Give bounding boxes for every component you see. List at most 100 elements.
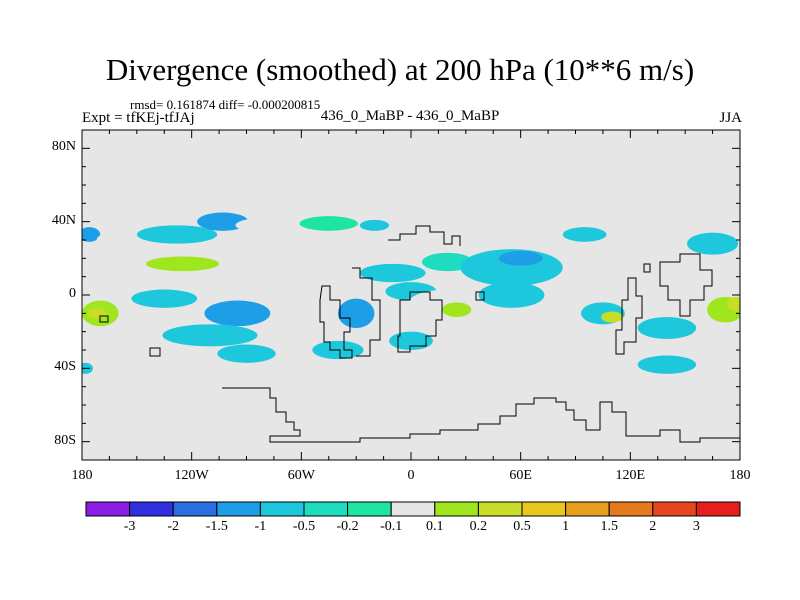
colorbar-swatch bbox=[129, 501, 174, 517]
contour-blob-12 bbox=[421, 252, 474, 272]
contour-blob-7 bbox=[83, 252, 136, 272]
y-tick-label: 80S bbox=[54, 432, 76, 448]
y-tick-label: 80N bbox=[51, 139, 76, 155]
colorbar-label: 0.5 bbox=[513, 519, 531, 534]
colorbar-swatch bbox=[434, 501, 479, 517]
contour-blob-15 bbox=[560, 247, 598, 262]
colorbar-swatch bbox=[347, 501, 392, 517]
contour-blob-19 bbox=[721, 252, 740, 272]
x-tick-label: 60W bbox=[287, 468, 315, 483]
colorbar-label: 2 bbox=[649, 519, 657, 534]
contour-blob-27 bbox=[337, 298, 375, 329]
americas-coastline bbox=[319, 285, 353, 359]
y-tick-label: 40S bbox=[54, 359, 76, 375]
x-tick-label: 0 bbox=[407, 468, 415, 483]
stats-label: rmsd= 0.161874 diff= -0.000200815 bbox=[130, 97, 321, 112]
contour-blob-0 bbox=[82, 227, 101, 242]
colorbar-label: -0.1 bbox=[380, 519, 403, 534]
australia-coastline bbox=[659, 253, 713, 317]
contour-blob-10 bbox=[310, 262, 348, 277]
season-label: JJA bbox=[719, 110, 742, 126]
contour-blob-11 bbox=[359, 263, 426, 283]
contour-blob-35 bbox=[601, 311, 624, 323]
colorbar-swatch bbox=[216, 501, 261, 517]
contour-blob-37 bbox=[637, 317, 697, 339]
colorbar-swatch bbox=[303, 501, 349, 517]
colorbar-swatch bbox=[390, 501, 436, 517]
colorbar-swatch bbox=[85, 501, 131, 517]
contour-blob-32 bbox=[476, 322, 565, 349]
y-tick-label: 40N bbox=[51, 212, 76, 228]
south-america-coastline bbox=[352, 267, 381, 357]
colorbar-swatch bbox=[172, 501, 218, 517]
europe-coastline bbox=[388, 225, 461, 246]
africa-coastline bbox=[397, 291, 443, 353]
colorbar-label: -1.5 bbox=[205, 519, 228, 534]
contour-blob-9 bbox=[226, 249, 285, 268]
contour-blob-2 bbox=[136, 225, 218, 244]
contour-blob-23 bbox=[125, 307, 185, 327]
contour-blob-22 bbox=[131, 289, 198, 308]
colorbar-label: -0.5 bbox=[292, 519, 316, 534]
colorbar-swatch bbox=[652, 501, 697, 517]
colorbar-swatch bbox=[477, 501, 523, 517]
x-tick-label: 120W bbox=[174, 468, 209, 483]
contour-blob-16 bbox=[562, 227, 607, 242]
antarctica-coastline bbox=[222, 387, 740, 443]
contour-blob-3 bbox=[197, 212, 249, 231]
colorbar-swatch bbox=[695, 501, 741, 517]
contour-blob-25 bbox=[162, 324, 258, 347]
x-tick-label: 120E bbox=[615, 468, 646, 483]
colorbar-swatch bbox=[259, 501, 305, 517]
colorbar-label: 1.5 bbox=[600, 519, 618, 534]
colorbar-label: -0.2 bbox=[336, 519, 359, 534]
contour-blob-36 bbox=[637, 293, 697, 316]
colorbar-swatch bbox=[608, 501, 654, 517]
map-title: Divergence (smoothed) at 200 hPa (10**6 … bbox=[105, 52, 695, 87]
contour-blob-26 bbox=[279, 285, 324, 305]
contour-blob-40 bbox=[89, 340, 148, 360]
island-coastline bbox=[475, 291, 485, 301]
colorbar-swatch bbox=[565, 501, 610, 517]
contour-fill-layer bbox=[82, 212, 740, 374]
contour-blob-21 bbox=[87, 307, 106, 319]
case-label: 436_0_MaBP - 436_0_MaBP bbox=[320, 108, 500, 124]
x-tick-label: 180 bbox=[729, 468, 751, 483]
island-coastline bbox=[149, 347, 161, 357]
contour-blob-14 bbox=[498, 251, 543, 266]
contour-blob-24 bbox=[204, 300, 271, 327]
colorbar-label: -2 bbox=[167, 519, 180, 534]
tick-marks bbox=[81, 130, 741, 460]
colorbar-label: 0.2 bbox=[469, 519, 488, 534]
contour-blob-46 bbox=[485, 355, 538, 374]
island-coastline bbox=[643, 263, 651, 273]
contour-blob-5 bbox=[299, 216, 358, 231]
x-tick-label: 60E bbox=[509, 468, 532, 483]
x-tick-label: 180 bbox=[71, 468, 93, 483]
contour-blob-4 bbox=[235, 218, 295, 233]
colorbar-label: 1 bbox=[562, 519, 570, 534]
y-tick-label: 0 bbox=[69, 286, 76, 301]
contour-blob-8 bbox=[145, 256, 220, 272]
colorbar-swatch bbox=[521, 501, 567, 517]
contour-blob-47 bbox=[637, 355, 697, 374]
contour-blob-30 bbox=[442, 302, 472, 317]
contour-blob-45 bbox=[421, 344, 474, 363]
colorbar-label: 3 bbox=[692, 519, 700, 534]
contour-blob-6 bbox=[359, 219, 390, 231]
contour-blob-39 bbox=[727, 296, 740, 312]
contour-blob-41 bbox=[147, 355, 199, 374]
colorbar bbox=[85, 501, 741, 517]
contour-blob-18 bbox=[686, 232, 739, 255]
coastline-layer bbox=[99, 225, 740, 443]
colorbar-label: -1 bbox=[254, 519, 267, 534]
colorbar-label: 0.1 bbox=[426, 519, 444, 534]
contour-blob-42 bbox=[217, 344, 276, 363]
contour-blob-1 bbox=[96, 230, 148, 250]
asia-coastline bbox=[615, 277, 643, 355]
experiment-label: Expt = tfKEj-tfJAj bbox=[82, 110, 195, 126]
colorbar-label: -3 bbox=[123, 519, 136, 534]
contour-blob-31 bbox=[478, 282, 545, 308]
island-coastline bbox=[99, 315, 109, 323]
